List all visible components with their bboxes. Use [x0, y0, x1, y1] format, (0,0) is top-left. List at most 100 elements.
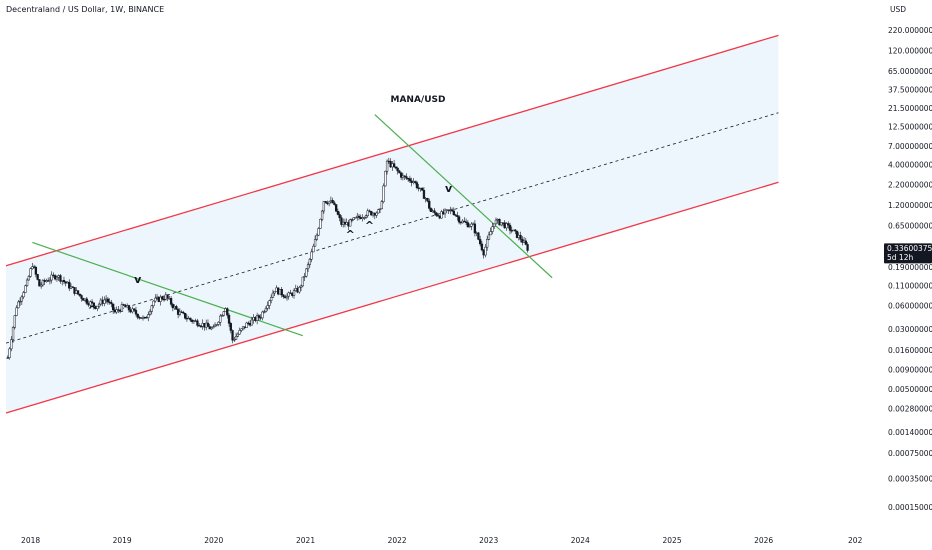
- candle-body: [261, 311, 264, 319]
- candle-body: [375, 212, 378, 216]
- candle-body: [183, 312, 187, 319]
- candle-body: [287, 292, 290, 297]
- candle-body: [17, 301, 20, 309]
- candle-body: [264, 308, 268, 312]
- price-axis[interactable]: USD 220.00000000 120.00000000 65.00000000 37…: [888, 5, 932, 512]
- candle-body: [377, 209, 380, 214]
- candle-body: [479, 239, 482, 245]
- candle-body: [301, 276, 304, 287]
- candle-body: [324, 201, 327, 204]
- candle-body: [90, 301, 94, 304]
- y-tick-label: 0.00035000: [888, 475, 932, 484]
- candle-body: [122, 304, 125, 306]
- candle-body: [336, 211, 340, 215]
- candle-body: [515, 230, 519, 238]
- candle-body: [421, 187, 424, 191]
- candle-body: [456, 215, 459, 217]
- candle-body: [394, 166, 398, 169]
- candle-body: [10, 339, 13, 350]
- x-tick-label: 2026: [754, 536, 773, 545]
- candle-body: [303, 275, 306, 278]
- candle-body: [428, 200, 431, 209]
- candle-body: [415, 182, 419, 189]
- candle-body: [182, 312, 185, 314]
- y-tick-label: 65.00000000: [888, 67, 932, 76]
- candle-body: [317, 228, 320, 236]
- candle-body: [161, 296, 164, 300]
- candle-body: [162, 298, 166, 301]
- candle-body: [227, 314, 231, 324]
- candle-body: [507, 223, 510, 226]
- candle-body: [508, 224, 512, 231]
- candle-body: [80, 295, 83, 299]
- candle-body: [213, 324, 217, 328]
- candle-body: [327, 201, 331, 205]
- trendline-2: [374, 114, 553, 279]
- candle-body: [152, 300, 155, 306]
- candle-body: [266, 305, 269, 309]
- candle-body: [263, 311, 266, 313]
- y-tick-label: 0.03000000: [888, 325, 932, 334]
- candle-body: [110, 302, 113, 305]
- candle-body: [220, 315, 224, 317]
- candle-body: [206, 322, 210, 327]
- candle-body: [199, 325, 203, 328]
- candle-body: [470, 223, 473, 227]
- candle-body: [452, 210, 455, 215]
- y-tick-label: 0.00280000: [888, 405, 932, 414]
- candle-body: [491, 226, 494, 232]
- candle-body: [210, 327, 213, 330]
- candle-body: [364, 215, 368, 218]
- candle-body: [178, 311, 182, 315]
- candle-body: [433, 210, 436, 214]
- candle-body: [414, 181, 417, 183]
- candle-body: [340, 217, 343, 225]
- candle-body: [115, 309, 118, 313]
- chart-mark-caret-up: ^: [87, 304, 96, 317]
- candle-body: [398, 170, 401, 174]
- candle-body: [120, 304, 124, 312]
- candle-body: [403, 175, 406, 177]
- candle-body: [111, 303, 115, 311]
- candle-body: [305, 268, 308, 277]
- candle-body: [408, 178, 412, 182]
- candle-body: [292, 290, 296, 296]
- candle-body: [312, 245, 315, 253]
- candle-body: [352, 217, 355, 220]
- candle-body: [271, 292, 275, 298]
- candle-body: [313, 239, 317, 247]
- candle-body: [429, 208, 433, 213]
- candle-body: [257, 315, 261, 318]
- candle-body: [378, 208, 382, 210]
- candle-body: [473, 223, 477, 234]
- candle-body: [399, 172, 403, 178]
- channel-lower-line: [5, 181, 779, 414]
- candle-body: [519, 235, 522, 240]
- candle-body: [236, 333, 239, 337]
- x-tick-label: 2025: [663, 536, 682, 545]
- candle-body: [11, 327, 15, 340]
- candle-body: [78, 293, 81, 296]
- candle-body: [505, 223, 508, 229]
- candle-body: [245, 322, 248, 328]
- candle-body: [41, 280, 45, 286]
- candle-body: [189, 317, 192, 321]
- candle-body: [39, 284, 43, 287]
- candle-body: [55, 276, 59, 280]
- candle-body: [524, 240, 527, 245]
- candle-body: [514, 229, 517, 232]
- candle-body: [306, 264, 310, 270]
- candle-body: [338, 214, 341, 219]
- time-axis[interactable]: 2018 2019 2020 2021 2022 2023 2024 2025 2026 202: [21, 536, 863, 545]
- candle-body: [15, 307, 18, 316]
- candle-body: [229, 323, 232, 331]
- candle-body: [62, 280, 66, 282]
- y-tick-label: 0.00900000: [888, 365, 932, 374]
- candle-body: [96, 305, 99, 310]
- candle-body: [498, 218, 501, 226]
- candle-body: [335, 204, 338, 212]
